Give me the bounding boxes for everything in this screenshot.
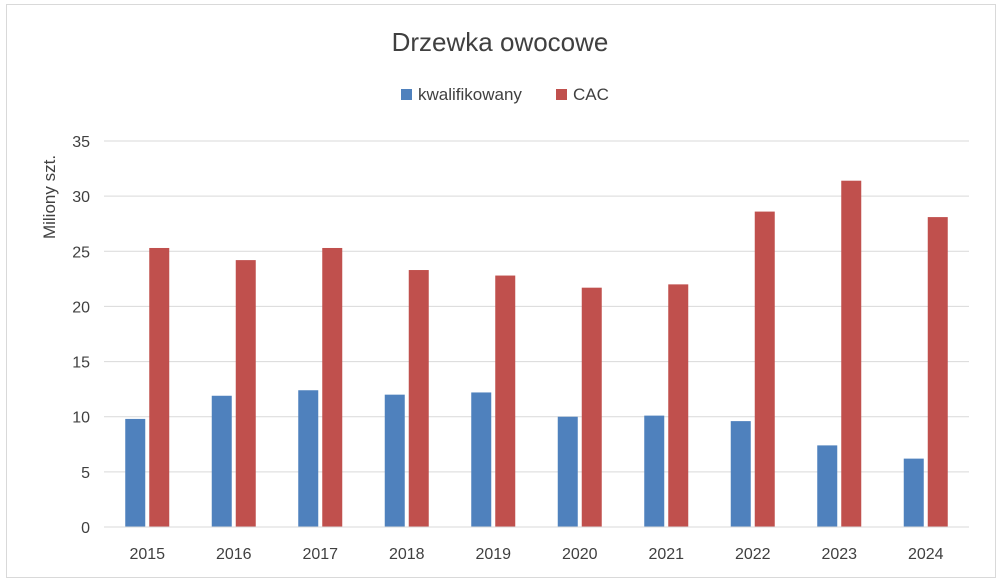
legend-swatch-kwalifikowany — [401, 89, 412, 100]
y-tick-label-5: 5 — [81, 465, 90, 482]
bar-kwalifikowany-2023 — [817, 445, 838, 527]
legend-label-kwalifikowany: kwalifikowany — [418, 85, 522, 104]
bar-kwalifikowany-2017 — [298, 390, 319, 527]
y-tick-label-30: 30 — [72, 189, 90, 206]
bar-kwalifikowany-2020 — [557, 416, 578, 527]
legend-label-cac: CAC — [573, 85, 609, 104]
bar-cac-2015 — [149, 247, 170, 527]
x-tick-label-2022: 2022 — [735, 546, 771, 563]
bar-kwalifikowany-2015 — [125, 418, 146, 527]
x-tick-label-2016: 2016 — [216, 546, 252, 563]
y-tick-label-35: 35 — [72, 134, 90, 151]
y-tick-label-25: 25 — [72, 244, 90, 261]
x-tick-label-2024: 2024 — [908, 546, 944, 563]
x-tick-label-2023: 2023 — [821, 546, 857, 563]
bar-cac-2022 — [754, 211, 775, 527]
bar-kwalifikowany-2016 — [211, 395, 232, 527]
y-tick-label-15: 15 — [72, 355, 90, 372]
legend-swatch-cac — [556, 89, 567, 100]
x-tick-label-2019: 2019 — [475, 546, 511, 563]
chart-title: Drzewka owocowe — [392, 27, 609, 57]
bar-cac-2016 — [235, 260, 256, 527]
x-tick-label-2021: 2021 — [648, 546, 684, 563]
bar-cac-2021 — [668, 284, 689, 527]
bar-kwalifikowany-2019 — [471, 392, 492, 527]
y-tick-label-10: 10 — [72, 410, 90, 427]
bar-cac-2017 — [322, 247, 343, 527]
x-tick-label-2015: 2015 — [129, 546, 165, 563]
bars — [125, 180, 948, 527]
gridlines — [104, 140, 969, 473]
x-tick-label-2020: 2020 — [562, 546, 598, 563]
legend: kwalifikowany CAC — [401, 85, 609, 104]
y-tick-label-0: 0 — [81, 520, 90, 537]
bar-kwalifikowany-2022 — [730, 421, 751, 527]
x-tick-label-2018: 2018 — [389, 546, 425, 563]
y-tick-label-20: 20 — [72, 299, 90, 316]
y-axis-ticks: 0 5 10 15 20 25 30 35 — [72, 134, 90, 537]
bar-kwalifikowany-2018 — [384, 394, 405, 527]
bar-cac-2023 — [841, 180, 862, 527]
bar-cac-2018 — [408, 270, 429, 527]
y-axis-title: Miliony szt. — [40, 155, 59, 239]
bar-kwalifikowany-2024 — [903, 458, 924, 527]
x-tick-label-2017: 2017 — [302, 546, 338, 563]
bar-cac-2024 — [927, 217, 948, 527]
bar-cac-2020 — [581, 287, 602, 527]
x-axis-ticks: 2015 2016 2017 2018 2019 2020 2021 2022 2023 2024 — [129, 546, 943, 563]
bar-cac-2019 — [495, 275, 516, 527]
bar-kwalifikowany-2021 — [644, 415, 665, 527]
